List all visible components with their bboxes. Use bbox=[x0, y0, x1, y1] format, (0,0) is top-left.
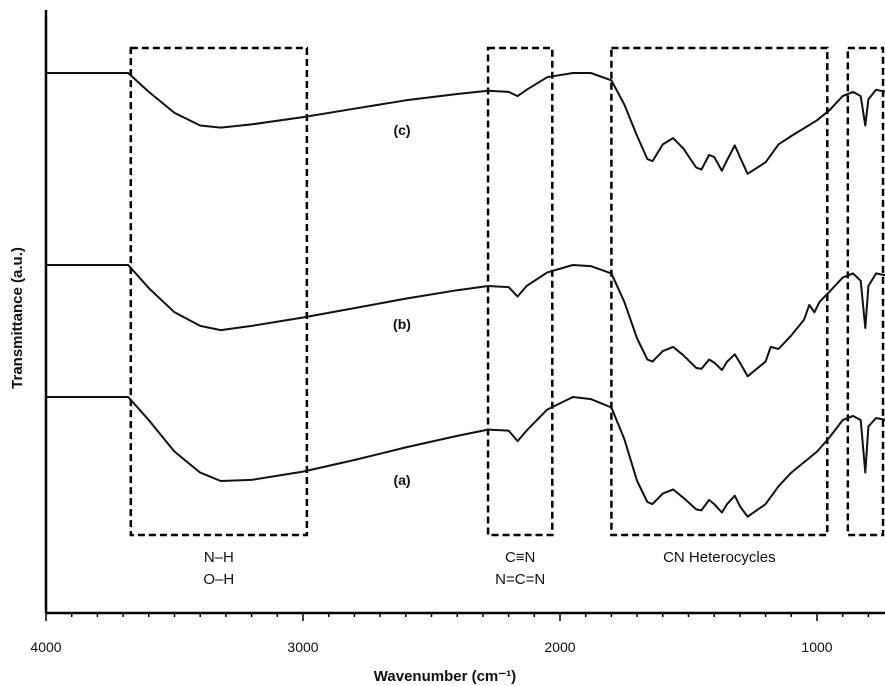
region-box bbox=[610, 46, 829, 537]
region-box bbox=[486, 46, 554, 537]
region-box bbox=[129, 46, 309, 537]
region-label: N–H bbox=[204, 549, 234, 566]
x-axis-title: Wavenumber (cm⁻¹) bbox=[374, 668, 516, 685]
region-label: CN Heterocycles bbox=[663, 549, 776, 566]
spectra-series bbox=[46, 72, 885, 518]
region-label: N=C=N bbox=[495, 571, 545, 588]
region-labels: N–H O–H C≡N N=C=N CN Heterocycles bbox=[203, 549, 775, 588]
spectrum-line bbox=[46, 396, 885, 518]
series-labels: (c) (b) (a) bbox=[393, 122, 411, 488]
region-boxes bbox=[129, 46, 885, 537]
series-label: (b) bbox=[393, 316, 411, 332]
region-box bbox=[846, 46, 885, 537]
x-tick-label: 2000 bbox=[544, 639, 575, 655]
x-tick-label: 3000 bbox=[287, 639, 318, 655]
region-label: O–H bbox=[203, 571, 234, 588]
y-axis-title: Transmittance (a.u.) bbox=[9, 247, 26, 389]
region-label: C≡N bbox=[505, 549, 535, 566]
series-label: (a) bbox=[393, 472, 410, 488]
spectrum-line bbox=[46, 264, 885, 378]
spectrum-line bbox=[46, 72, 885, 175]
x-ticks: 4000 3000 2000 1000 bbox=[30, 613, 870, 655]
x-tick-label: 1000 bbox=[801, 639, 832, 655]
x-tick-label: 4000 bbox=[30, 639, 61, 655]
series-label: (c) bbox=[393, 122, 410, 138]
